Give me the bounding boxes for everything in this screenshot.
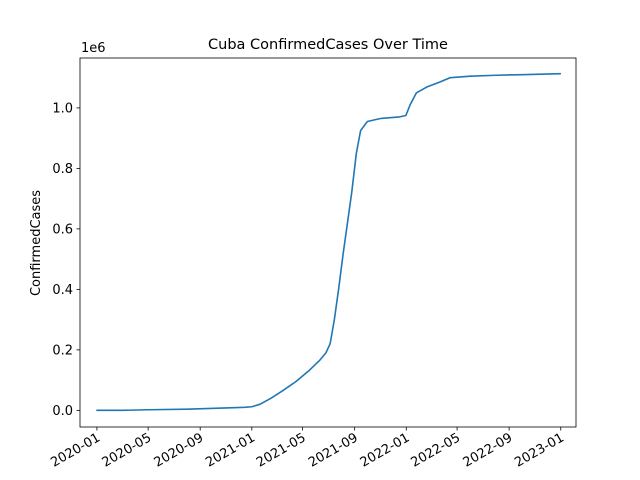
plot-area [96,72,562,412]
y-axis-multiplier-label: 1e6 [81,41,106,56]
y-tick-label: 0.0 [52,404,73,419]
y-tick-label: 1.0 [52,101,73,116]
y-tick-label: 0.8 [52,162,73,177]
y-axis-label: ConfirmedCases [29,190,44,296]
y-tick-label: 0.4 [52,283,73,298]
chart-title: Cuba ConfirmedCases Over Time [208,37,448,53]
y-tick-label: 0.2 [52,343,73,358]
series-line-0 [96,72,562,412]
axes-frame [79,57,577,428]
y-tick-label: 0.6 [52,222,73,237]
